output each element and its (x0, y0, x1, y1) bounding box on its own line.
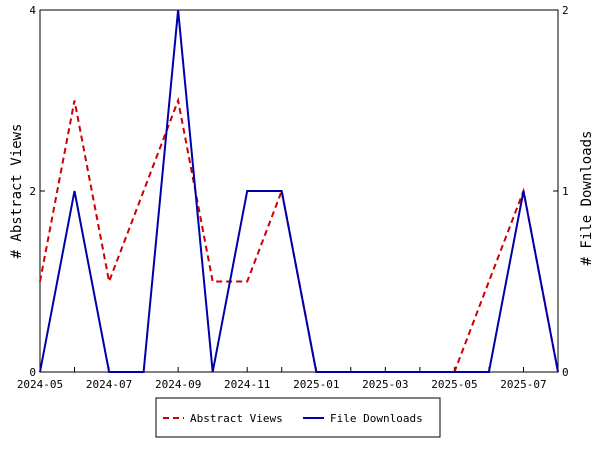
x-tick-label: 2025-03 (362, 378, 408, 391)
x-tick-label: 2024-07 (86, 378, 132, 391)
x-tick-label: 2025-01 (293, 378, 339, 391)
y2-tick-label: 1 (562, 185, 569, 198)
x-tick-label: 2024-11 (224, 378, 270, 391)
legend: Abstract Views File Downloads (156, 398, 440, 437)
y-tick-label: 4 (29, 4, 36, 17)
x-tick-label: 2024-09 (155, 378, 201, 391)
y-tick-label: 2 (29, 185, 36, 198)
x-tick-label: 2025-07 (500, 378, 546, 391)
y-axis-title: # Abstract Views (9, 124, 25, 259)
x-tick-label: 2025-05 (431, 378, 477, 391)
legend-label-abstract-views: Abstract Views (190, 412, 283, 425)
plot-area-frame (40, 10, 558, 372)
y2-tick-label: 0 (562, 366, 569, 379)
x-tick-label: 2024-05 (17, 378, 63, 391)
y2-tick-label: 2 (562, 4, 569, 17)
y2-axis-title: # File Downloads (579, 131, 595, 266)
legend-label-file-downloads: File Downloads (330, 412, 423, 425)
